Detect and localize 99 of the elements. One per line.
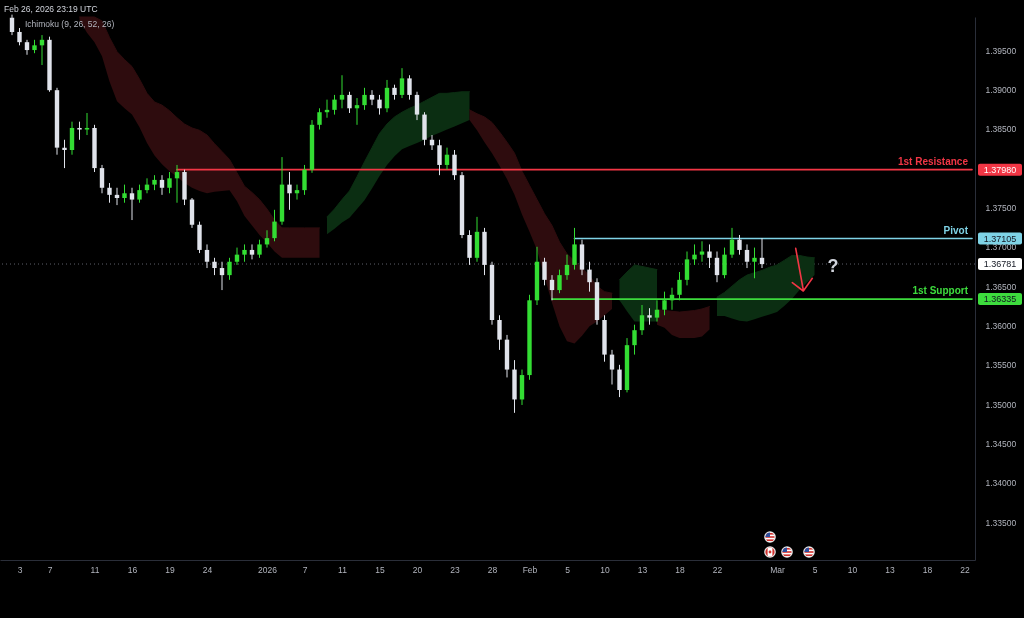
- x-tick-label: 3: [17, 564, 23, 575]
- x-tick-label: 13: [885, 564, 895, 575]
- candlestick: [414, 91, 420, 121]
- candlestick: [159, 174, 165, 196]
- y-tick-label: 1.35500: [985, 360, 1017, 371]
- candlestick: [587, 261, 592, 293]
- candlestick: [437, 139, 442, 176]
- candlestick: [84, 112, 90, 136]
- y-tick-label: 1.34000: [985, 478, 1017, 489]
- x-tick-label: 2026: [258, 564, 278, 575]
- x-tick-label: 15: [375, 564, 385, 575]
- x-tick-label: 18: [675, 564, 685, 575]
- series-label: 1st Support: [912, 285, 969, 297]
- text: Feb 26, 2026 23:19 UTC: [4, 4, 98, 14]
- candlestick: [497, 314, 502, 351]
- candlestick: [234, 247, 240, 266]
- candlestick: [407, 74, 412, 101]
- x-tick-label: 18: [922, 564, 933, 575]
- data-label: 1.37105: [983, 233, 1017, 244]
- candlestick: [347, 91, 352, 114]
- candlestick: [24, 39, 30, 56]
- x-tick-label: 7: [302, 564, 308, 575]
- candlestick: [272, 209, 277, 242]
- y-tick-label: 1.37500: [985, 202, 1017, 213]
- candlestick: [452, 149, 457, 181]
- x-tick-label: 5: [812, 564, 818, 575]
- candlestick: [227, 257, 232, 281]
- x-tick-label: 7: [47, 564, 53, 575]
- candlestick: [362, 87, 367, 111]
- x-tick-label: 11: [338, 564, 348, 575]
- x-tick-label: 13: [637, 564, 648, 575]
- candlestick: [557, 269, 562, 294]
- data-label: 1.36335: [983, 294, 1017, 305]
- y-tick-label: 1.36000: [985, 320, 1017, 331]
- candlestick: [69, 121, 75, 156]
- candlestick: [744, 243, 750, 269]
- candlestick: [572, 227, 577, 271]
- x-tick-label: 20: [412, 564, 423, 575]
- x-tick-label: 10: [600, 564, 610, 575]
- x-tick-label: 24: [202, 564, 213, 575]
- y-tick-label: 1.34500: [985, 439, 1017, 450]
- annotation: ?: [827, 256, 839, 276]
- candlestick: [722, 247, 727, 279]
- y-tick-label: 1.37000: [985, 242, 1017, 253]
- candlestick: [62, 139, 67, 169]
- candlestick: [339, 74, 345, 109]
- candlestick: [707, 243, 712, 269]
- series-label: 1st Resistance: [897, 155, 969, 167]
- y-tick-label: 1.39000: [985, 84, 1017, 95]
- candlestick: [122, 184, 127, 204]
- y-tick-label: 1.35000: [985, 399, 1017, 410]
- x-tick-label: 22: [960, 564, 970, 575]
- x-tick-label: 5: [565, 564, 571, 575]
- x-tick-label: 11: [90, 564, 100, 575]
- candlestick: [9, 14, 15, 36]
- candlestick: [377, 94, 382, 116]
- candlestick: [467, 229, 472, 266]
- data-label: 1.37980: [983, 164, 1017, 175]
- candlestick: [204, 243, 210, 269]
- candlestick: [609, 349, 615, 386]
- x-tick-label: 23: [450, 564, 460, 575]
- y-tick-label: 1.33500: [985, 517, 1017, 528]
- candlestick: [107, 182, 112, 204]
- candlestick: [692, 243, 697, 266]
- candlestick: [617, 364, 622, 398]
- candlestick: [684, 251, 690, 286]
- candlestick: [77, 121, 82, 141]
- candlestick: [729, 227, 735, 259]
- annotation: Ichimoku (9, 26, 52, 26): [25, 19, 115, 29]
- candlestick: [99, 164, 105, 194]
- candlestick: [737, 234, 742, 256]
- candlestick: [167, 171, 172, 194]
- candlestick: [257, 239, 262, 259]
- candlestick: [287, 171, 292, 211]
- x-tick-label: 19: [165, 564, 175, 575]
- y-tick-label: 1.36500: [985, 281, 1017, 292]
- x-tick-label: 22: [712, 564, 723, 575]
- candlestick: [632, 324, 637, 356]
- candlestick: [369, 89, 375, 106]
- y-tick-label: 1.38500: [985, 124, 1017, 135]
- candlestick: [639, 304, 645, 336]
- x-tick-label: 10: [847, 564, 858, 575]
- candlestick: [542, 257, 547, 286]
- candlestick: [399, 67, 405, 99]
- candlestick: [317, 107, 322, 131]
- x-tick-label: Feb: [522, 564, 538, 575]
- candlestick: [302, 164, 307, 196]
- candlestick: [752, 247, 757, 279]
- candlestick: [219, 261, 225, 291]
- candlestick: [249, 243, 255, 260]
- ref-line-label: 1.36781: [983, 259, 1017, 270]
- x-tick-label: 16: [127, 564, 138, 575]
- candlestick: [332, 94, 337, 116]
- y-tick-label: 1.39500: [985, 45, 1017, 56]
- x-tick-label: 28: [487, 564, 498, 575]
- candlestick: [129, 187, 135, 221]
- x-tick-label: Mar: [770, 564, 785, 575]
- candlestick: [137, 184, 142, 204]
- series-label: Pivot: [943, 224, 969, 236]
